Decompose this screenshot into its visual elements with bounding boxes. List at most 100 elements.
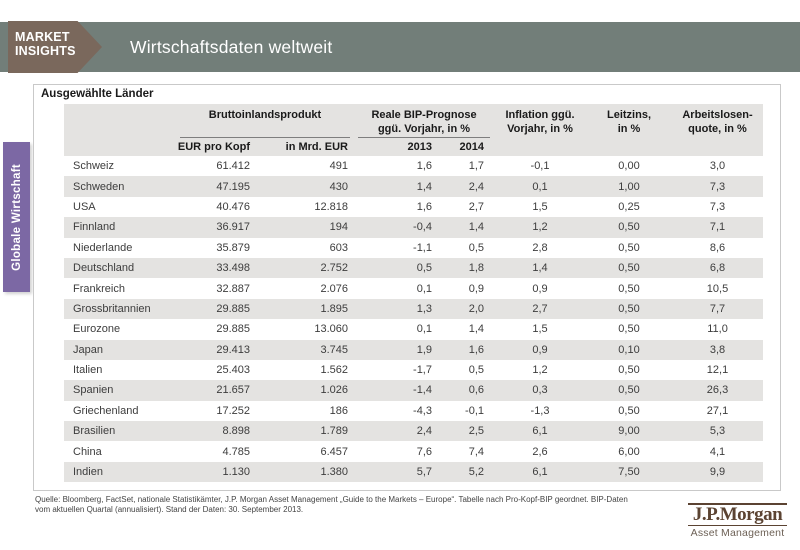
unemployment-cell: 7,1 <box>672 217 764 238</box>
forecast-2013-cell: -1,7 <box>413 364 432 377</box>
inflation-cell: 1,2 <box>532 364 548 377</box>
policy-rate-cell: 0,50 <box>586 298 673 320</box>
inflation-cell: 1,2 <box>494 217 587 238</box>
sidebar-tab-globale-wirtschaft[interactable]: Globale Wirtschaft <box>3 142 30 292</box>
forecast-2014-cell: 2,4 <box>442 176 495 197</box>
policy-rate-cell: 0,50 <box>618 364 640 377</box>
gdp-total-cell: 603 <box>329 241 348 254</box>
unemployment-cell: 7,3 <box>672 176 764 197</box>
jpmorgan-logo: J.P.Morgan Asset Management <box>688 503 787 539</box>
forecast-2014-cell: 1,4 <box>442 217 495 238</box>
country-cell: Schweiz <box>73 160 114 173</box>
forecast-2013-cell: 5,7 <box>354 461 442 483</box>
table-body: Schweiz 61.412 491 1,6 1,7 -0,1 0,00 3,0 Schwede… <box>64 156 764 483</box>
gdp-per-capita-cell: 25.403 <box>216 364 250 377</box>
badge-line2: INSIGHTS <box>15 43 76 58</box>
forecast-2013-cell: 2,4 <box>354 421 442 442</box>
gdp-per-capita-cell: 32.887 <box>216 282 250 295</box>
source-line2: vom aktuellen Quartal (annualisiert). St… <box>35 505 304 514</box>
unemployment-cell: 6,8 <box>672 257 764 279</box>
policy-rate-cell: 0,50 <box>586 217 673 238</box>
inflation-cell: 1,5 <box>532 323 548 336</box>
inflation-cell: -1,3 <box>530 404 550 417</box>
country-cell: Deutschland <box>64 257 176 279</box>
gdp-total-cell: 12.818 <box>314 200 348 213</box>
table-header: Bruttoinlandsprodukt Reale BIP-Prognose … <box>64 104 764 156</box>
gdp-total-cell: 3.745 <box>256 339 354 360</box>
table-row: Spanien 21.657 1.026 -1,4 0,6 0,3 0,50 26,3 <box>64 380 764 401</box>
policy-rate-cell: 0,50 <box>586 257 673 279</box>
gdp-total-cell: 2.076 <box>320 282 348 295</box>
unemployment-cell: 8,6 <box>709 241 726 254</box>
inflation-cell: 6,1 <box>494 421 587 442</box>
gdp-total-cell: 194 <box>256 217 354 238</box>
unemployment-cell: 7,3 <box>709 200 726 213</box>
inflation-cell: 0,9 <box>494 339 587 360</box>
country-cell: Schweden <box>64 176 176 197</box>
inflation-cell: 2,8 <box>532 241 548 254</box>
table-row: Schweiz 61.412 491 1,6 1,7 -0,1 0,00 3,0 <box>64 156 763 176</box>
header-band: Wirtschaftsdaten weltweit <box>0 22 800 72</box>
gdp-total-cell: 1.895 <box>256 298 354 320</box>
content-card: Ausgewählte Länder Bruttoinlandsprodukt … <box>33 84 781 491</box>
country-cell: USA <box>73 200 96 213</box>
gdp-per-capita-cell: 17.252 <box>216 404 250 417</box>
unemployment-cell: 10,5 <box>706 282 729 295</box>
country-cell: Frankreich <box>73 282 125 295</box>
policy-rate-cell: 0,00 <box>618 160 640 173</box>
policy-rate-cell: 0,10 <box>586 339 673 360</box>
policy-rate-cell: 0,50 <box>586 380 673 401</box>
gdp-per-capita-cell: 47.195 <box>176 176 256 197</box>
gdp-group-underline <box>180 137 350 138</box>
forecast-2014-cell: 2,5 <box>442 421 495 442</box>
table-row: Japan 29.413 3.745 1,9 1,6 0,9 0,10 3,8 <box>64 339 764 360</box>
policy-rate-cell: 7,50 <box>586 461 673 483</box>
country-cell: Indien <box>64 461 176 483</box>
subheader-2013: 2013 <box>354 140 442 156</box>
forecast-2013-cell: 0,1 <box>416 323 432 336</box>
unemployment-cell: 12,1 <box>706 364 729 377</box>
header-policy-rate: Leitzins, in % <box>586 104 673 156</box>
policy-rate-cell: 6,00 <box>618 445 640 458</box>
header-unemployment: Arbeitslosen- quote, in % <box>672 104 764 156</box>
country-cell: Italien <box>73 364 103 377</box>
countries-table: Bruttoinlandsprodukt Reale BIP-Prognose … <box>64 104 764 483</box>
section-title: Ausgewählte Länder <box>41 88 154 100</box>
country-cell: Spanien <box>64 380 176 401</box>
gdp-total-cell: 186 <box>329 404 348 417</box>
gdp-total-cell: 2.752 <box>256 257 354 279</box>
country-header-empty <box>64 104 176 156</box>
table-row: Griechenland 17.252 186 -4,3 -0,1 -1,3 0,50 27,… <box>64 401 763 421</box>
gdp-per-capita-cell: 40.476 <box>216 200 250 213</box>
policy-rate-cell: 0,50 <box>618 323 640 336</box>
table-row: Niederlande 35.879 603 -1,1 0,5 2,8 0,50 8,6 <box>64 238 763 258</box>
unemployment-cell: 3,0 <box>709 160 726 173</box>
table-row: Grossbritannien 29.885 1.895 1,3 2,0 2,7 0,50 7… <box>64 298 764 320</box>
sidebar-tab-label: Globale Wirtschaft <box>10 163 23 271</box>
forecast-2014-cell: 1,7 <box>468 160 485 173</box>
forecast-2014-cell: 1,4 <box>468 323 485 336</box>
forecast-2013-cell: 1,3 <box>354 298 442 320</box>
policy-rate-cell: 0,50 <box>618 282 640 295</box>
unemployment-cell: 11,0 <box>707 323 728 336</box>
forecast-2014-cell: 2,7 <box>468 200 485 213</box>
unemployment-cell: 27,1 <box>706 404 729 417</box>
gdp-per-capita-cell: 33.498 <box>176 257 256 279</box>
inflation-cell: 0,9 <box>532 282 548 295</box>
policy-rate-cell: 0,25 <box>618 200 640 213</box>
country-cell: China <box>73 445 102 458</box>
table-row: Deutschland 33.498 2.752 0,5 1,8 1,4 0,50 6,8 <box>64 257 764 279</box>
jpmorgan-logo-subtitle: Asset Management <box>690 527 785 539</box>
country-cell: Griechenland <box>73 404 139 417</box>
inflation-cell: 0,3 <box>494 380 587 401</box>
source-note: Quelle: Bloomberg, FactSet, nationale St… <box>35 495 665 515</box>
header-inflation: Inflation ggü. Vorjahr, in % <box>494 104 587 156</box>
group-header-gdp: Bruttoinlandsprodukt <box>176 104 354 140</box>
subheader-gdp-per-capita: EUR pro Kopf <box>176 140 256 156</box>
table-row: Brasilien 8.898 1.789 2,4 2,5 6,1 9,00 5,3 <box>64 421 764 442</box>
inflation-cell: 2,7 <box>494 298 587 320</box>
gdp-per-capita-cell: 36.917 <box>176 217 256 238</box>
gdp-per-capita-cell: 29.413 <box>176 339 256 360</box>
forecast-2013-cell: 1,9 <box>354 339 442 360</box>
